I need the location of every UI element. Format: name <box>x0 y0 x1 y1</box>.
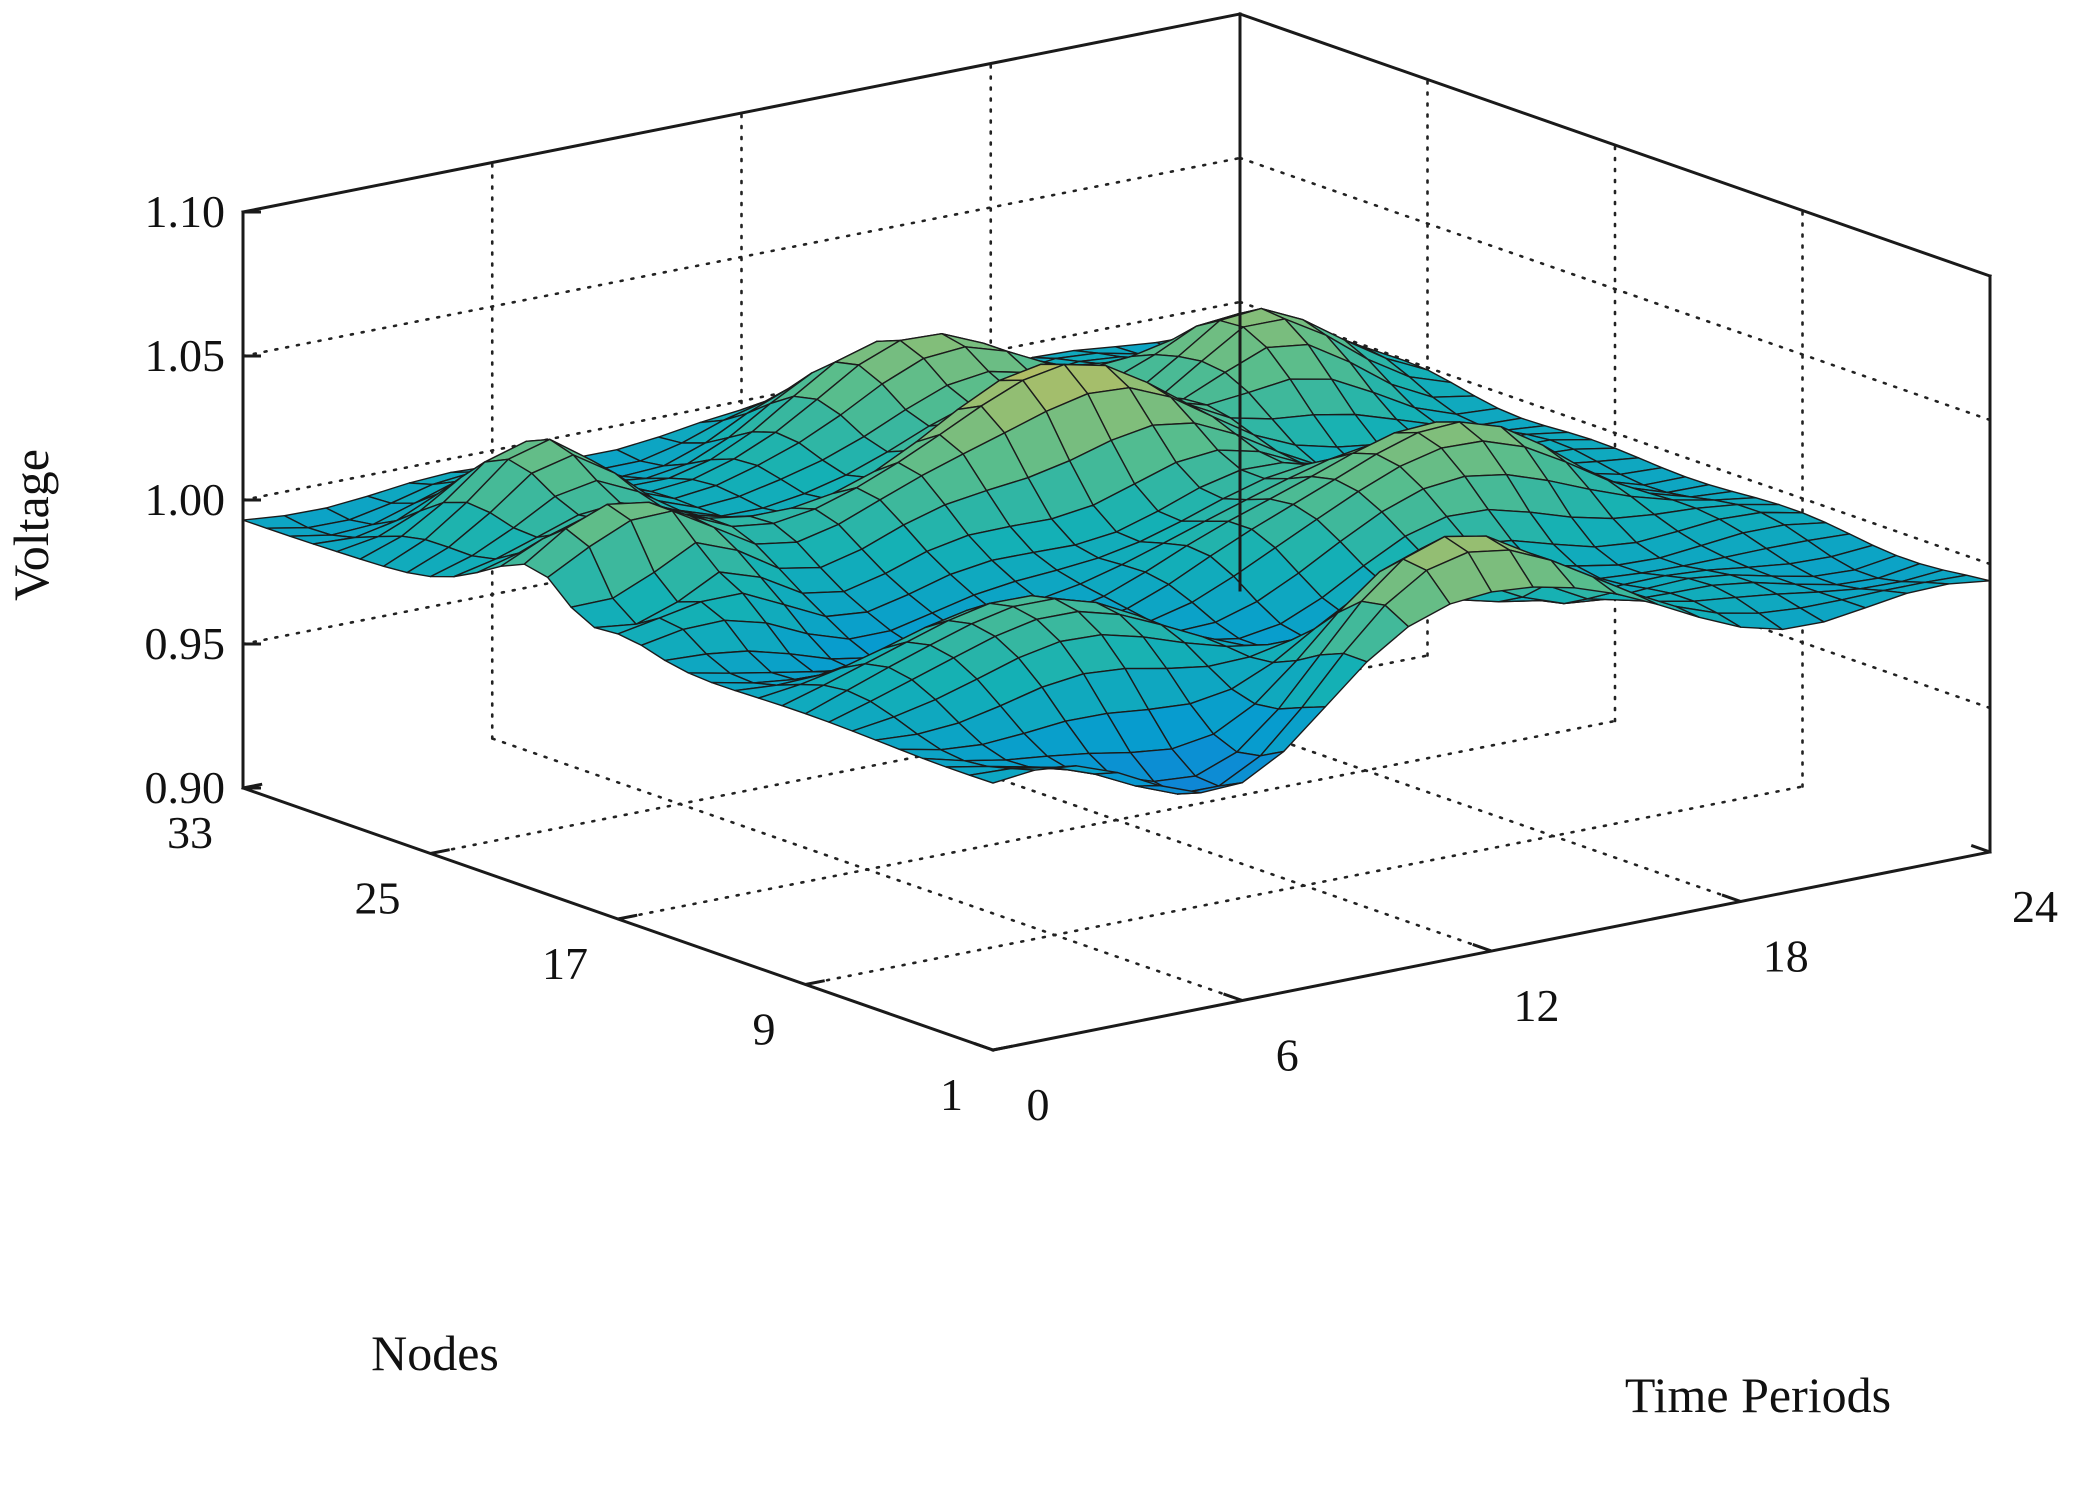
grid-line-floor-n <box>804 785 1804 986</box>
y-tick-label: 25 <box>355 873 401 924</box>
grid-line-backwall-z <box>241 300 1242 502</box>
z-axis-title: Voltage <box>3 449 59 601</box>
z-tick-label: 1.00 <box>145 474 226 525</box>
z-tick-label: 1.05 <box>145 330 226 381</box>
y-tick-mark <box>242 782 263 790</box>
x-tick-label: 18 <box>1763 931 1809 982</box>
grid-line-sidewall-z <box>1238 300 1992 566</box>
y-tick-label: 17 <box>542 938 588 989</box>
surface-cell <box>968 767 1036 784</box>
box-top-side-edge <box>1238 12 1992 278</box>
y-tick-label: 9 <box>753 1004 776 1055</box>
y-tick-mark <box>430 848 450 855</box>
box-top-back-edge <box>241 12 1242 214</box>
y-tick-label: 33 <box>167 807 213 858</box>
y-tick-mark <box>992 1044 1013 1052</box>
grid-line-sidewall-z <box>1238 156 1992 422</box>
voltage-surface <box>242 307 1991 795</box>
x-tick-label: 6 <box>1276 1030 1299 1081</box>
z-tick-label: 1.10 <box>145 186 226 237</box>
y-axis-title: Nodes <box>371 1325 499 1381</box>
y-tick-mark <box>805 979 825 986</box>
x-axis-title: Time Periods <box>1625 1367 1891 1423</box>
y-tick-label: 1 <box>940 1069 963 1120</box>
x-tick-mark <box>973 1042 994 1052</box>
x-tick-label: 24 <box>2012 881 2058 932</box>
x-tick-mark <box>1970 844 1991 854</box>
x-tick-label: 12 <box>1514 980 1560 1031</box>
axis-labels: Voltage Nodes Time Periods <box>3 449 1891 1423</box>
z-tick-label: 0.95 <box>145 618 226 669</box>
z-tick-label: 0.90 <box>145 762 226 813</box>
y-tick-mark <box>617 913 638 921</box>
x-tick-mark <box>1721 893 1742 903</box>
axis-ticks: 0.90 0.95 1.00 1.05 1.10 1 9 17 25 33 0 6 12 18 24 <box>145 186 2059 1130</box>
grid-line-backwall-z <box>241 156 1242 358</box>
x-tick-mark <box>1223 992 1243 1002</box>
x-tick-mark <box>1472 943 1492 953</box>
grid-line-floor-n <box>616 719 1617 921</box>
x-tick-label: 0 <box>1027 1079 1050 1130</box>
